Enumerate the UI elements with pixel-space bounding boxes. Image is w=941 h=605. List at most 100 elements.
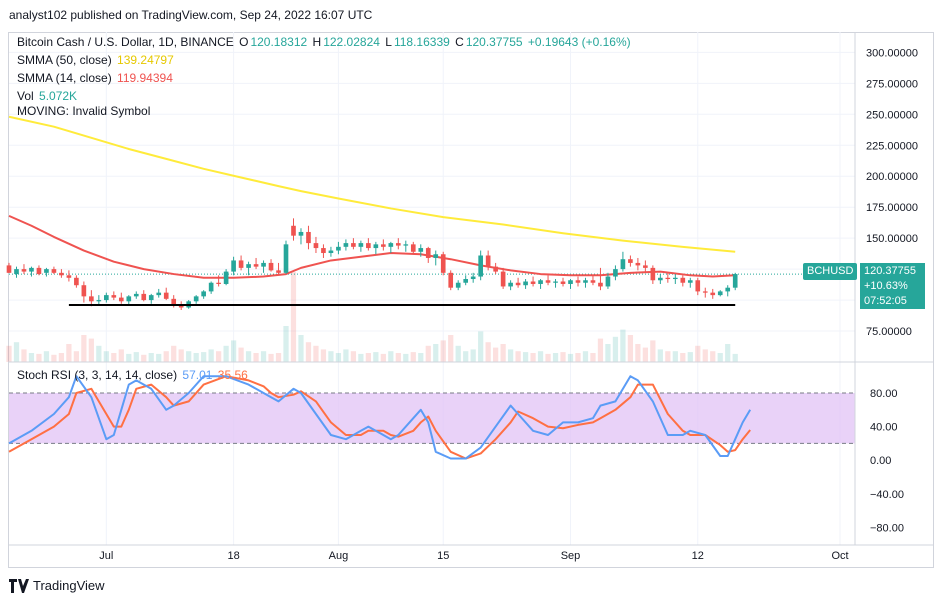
stoch-k-value: 57.01 [182,368,213,382]
candle-60 [455,280,461,291]
volume-bar-87 [657,349,663,362]
candle-30 [231,256,236,276]
smma50-value: 139.24797 [117,53,174,67]
candle-90 [680,275,686,287]
volume-bar-91 [687,352,693,362]
candle-85 [643,260,648,272]
candle-69 [523,279,528,289]
candle-89 [672,274,678,284]
volume-bar-81 [612,336,619,362]
smma14-value: 119.94394 [117,71,173,85]
candle-body-43 [328,250,334,254]
volume-legend[interactable]: Vol 5.072K [17,89,79,103]
candle-body-45 [343,243,349,247]
volume-bar-14 [111,353,117,362]
volume-bar-48 [365,353,371,362]
candle-58 [440,251,446,276]
volume-bar-24 [186,351,192,362]
footer-brand[interactable]: TradingView [9,578,105,593]
candle-body-52 [395,243,401,246]
price-tick-label-4: 200.00000 [866,171,918,183]
candle-body-71 [538,280,543,284]
candle-body-89 [672,277,678,280]
volume-bar-7 [58,353,65,362]
candle-body-7 [59,272,64,276]
candle-75 [568,279,573,289]
smma14-line [8,214,736,279]
candle-body-5 [44,269,49,273]
candle-body-50 [381,244,386,247]
candle-18 [141,290,147,302]
candle-body-93 [702,291,708,293]
candle-body-16 [126,296,132,302]
candle-46 [351,238,356,250]
candle-body-81 [613,269,618,277]
volume-bar-56 [425,345,431,362]
candle-35 [268,259,274,272]
volume-bar-44 [335,353,342,362]
x-tick-label-1: 18 [227,550,239,562]
rsi-tick-label-4: −80.00 [870,522,904,534]
rsi-tick-label-2: 0.00 [870,455,891,467]
volume-bar-71 [537,351,544,362]
volume-bar-69 [522,352,529,362]
candle-73 [553,279,558,288]
candle-39 [298,228,304,245]
candle-body-35 [268,262,274,271]
publish-header: analyst102 published on TradingView.com,… [0,0,941,32]
candle-63 [478,250,483,281]
moving-legend[interactable]: MOVING: Invalid Symbol [17,104,152,118]
candle-body-61 [463,279,469,283]
smma50-legend[interactable]: SMMA (50, close) 139.24797 [17,53,176,67]
candle-86 [650,265,656,284]
candle-37 [283,240,289,275]
smma14-legend[interactable]: SMMA (14, close) 119.94394 [17,71,175,85]
candle-body-68 [515,282,521,286]
volume-bar-88 [665,351,671,362]
candle-62 [470,272,476,283]
price-tick-label-3: 225.00000 [866,140,918,152]
x-tick-label-5: 12 [692,550,704,562]
candle-body-21 [163,292,169,299]
candle-70 [530,276,536,287]
candle-body-70 [530,281,536,284]
stoch-rsi-legend[interactable]: Stoch RSI (3, 3, 14, 14, close) 57.01 35… [17,368,250,382]
x-tick-label-4: Sep [561,550,581,562]
symbol-title[interactable]: Bitcoin Cash / U.S. Dollar, 1D, BINANCE [17,35,234,49]
candle-body-73 [553,281,558,283]
candle-body-20 [156,292,162,296]
volume-bar-83 [627,335,634,362]
candle-body-9 [74,277,79,286]
volume-bar-3 [28,353,35,362]
volume-bar-37 [283,326,289,362]
x-tick-label-0: Jul [99,550,113,562]
price-tick-label-1: 275.00000 [866,78,918,90]
candle-body-42 [321,248,326,254]
volume-bar-2 [21,349,27,362]
candle-66 [500,267,506,289]
candle-74 [560,277,566,287]
volume-bar-85 [642,347,648,362]
candle-body-75 [568,280,573,284]
candle-body-30 [231,260,236,272]
candle-28 [216,275,221,287]
smma50-line [8,115,736,253]
volume-bar-41 [313,345,319,362]
volume-bar-63 [478,331,484,362]
candle-59 [448,270,454,291]
candle-27 [208,281,214,294]
candle-body-48 [366,243,371,249]
candle-body-39 [298,231,304,236]
candle-body-94 [710,292,716,296]
candle-48 [366,238,371,251]
candle-54 [410,241,416,255]
stoch-rsi-label: Stoch RSI (3, 3, 14, 14, close) [17,368,178,382]
candle-51 [388,241,394,254]
candle-21 [163,287,169,301]
volume-bar-80 [605,344,611,362]
candle-body-63 [478,255,483,277]
candle-body-19 [148,295,154,301]
candle-57 [433,250,439,266]
chart-frame [8,32,934,568]
